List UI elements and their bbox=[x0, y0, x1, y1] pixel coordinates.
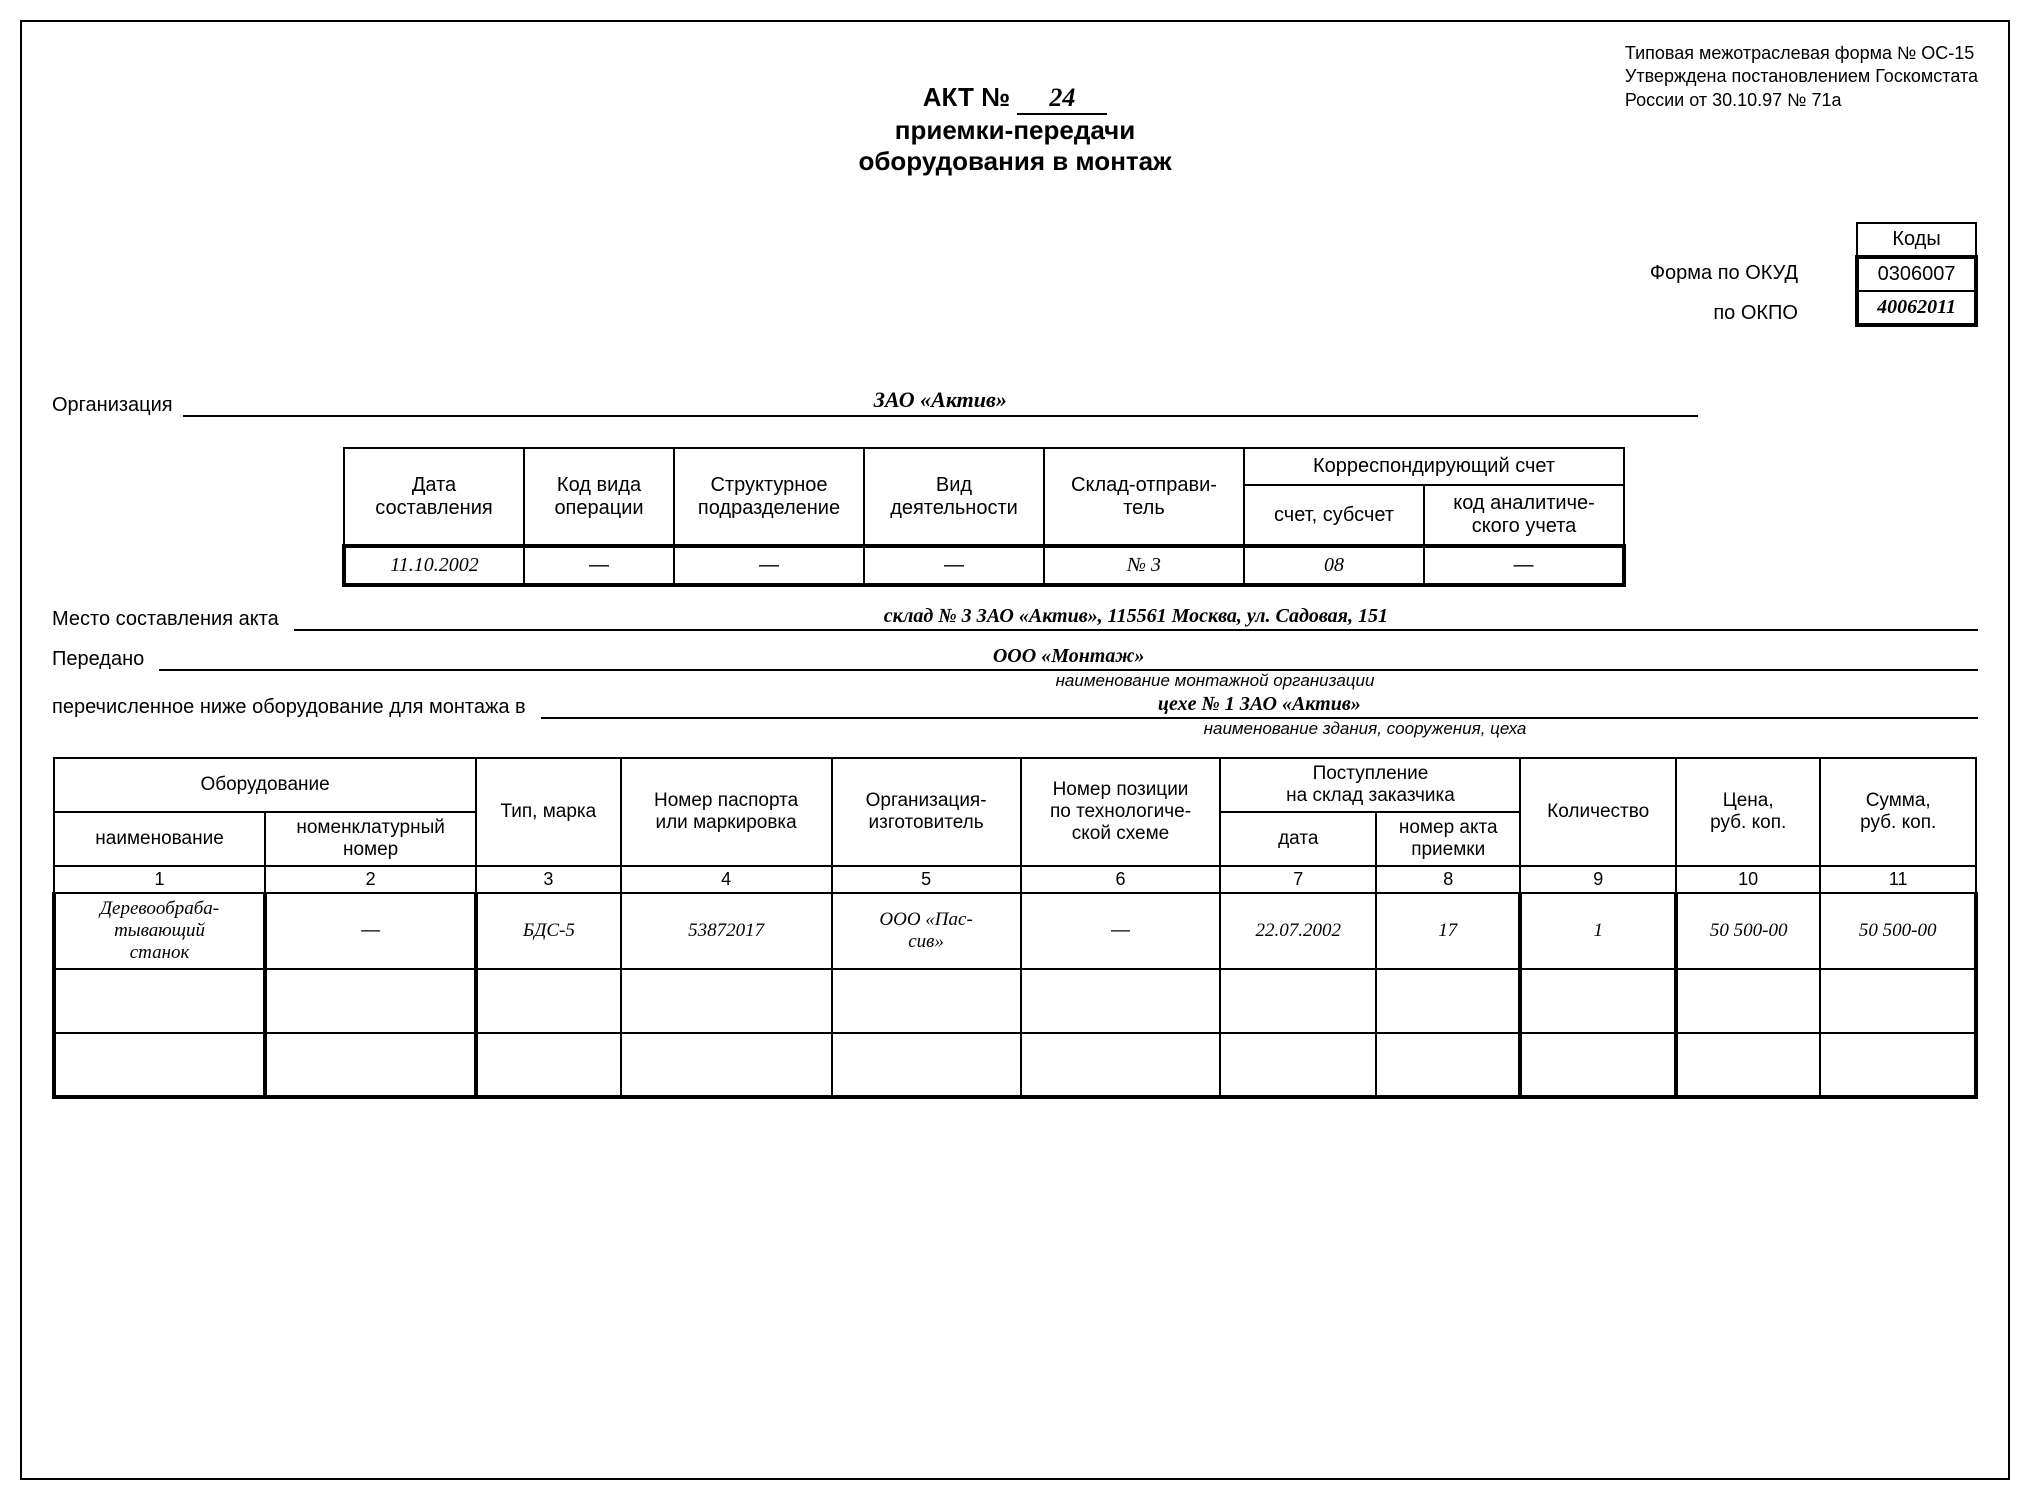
cell: БДС-5 bbox=[476, 893, 620, 969]
place-label: Место составления акта bbox=[52, 608, 279, 631]
cell bbox=[1676, 969, 1820, 1033]
val-warehouse: № 3 bbox=[1044, 546, 1244, 585]
val-struct: — bbox=[674, 546, 864, 585]
col-type: Тип, марка bbox=[476, 758, 620, 866]
cell: 17 bbox=[1376, 893, 1520, 969]
col-receipt: Поступлениена склад заказчика bbox=[1220, 758, 1520, 812]
note-line-1: Типовая межотраслевая форма № ОС-15 bbox=[1625, 42, 1978, 65]
cell bbox=[1376, 969, 1520, 1033]
val-date: 11.10.2002 bbox=[344, 546, 524, 585]
cell bbox=[54, 1033, 265, 1097]
header-info-table: Датасоставления Код видаоперации Структу… bbox=[342, 447, 1626, 587]
cell bbox=[1021, 969, 1221, 1033]
val-activity: — bbox=[864, 546, 1044, 585]
cell: 1 bbox=[1520, 893, 1676, 969]
form-reference-note: Типовая межотраслевая форма № ОС-15 Утве… bbox=[1625, 42, 1978, 112]
akt-number: 24 bbox=[1017, 83, 1107, 115]
transferred-label: Передано bbox=[52, 648, 144, 671]
cell bbox=[1220, 1033, 1376, 1097]
cell bbox=[1820, 969, 1976, 1033]
listed-value: цехе № 1 ЗАО «Актив» bbox=[541, 693, 1978, 719]
col-name: наименование bbox=[54, 812, 265, 866]
organization-value: ЗАО «Актив» bbox=[183, 387, 1698, 417]
col-price: Цена,руб. коп. bbox=[1676, 758, 1820, 866]
hdr-date: Датасоставления bbox=[344, 448, 524, 546]
table-row bbox=[54, 969, 1976, 1033]
cell bbox=[1220, 969, 1376, 1033]
listed-label: перечисленное ниже оборудование для монт… bbox=[52, 696, 526, 719]
col-nomnum: номенклатурныйномер bbox=[265, 812, 476, 866]
listed-line: перечисленное ниже оборудование для монт… bbox=[52, 693, 1978, 719]
equipment-table: Оборудование Тип, марка Номер паспортаил… bbox=[52, 757, 1978, 1099]
okud-label: Форма по ОКУД bbox=[1650, 262, 1798, 285]
hdr-opcode: Код видаоперации bbox=[524, 448, 674, 546]
table-row bbox=[54, 1033, 1976, 1097]
cell bbox=[1021, 1033, 1221, 1097]
col-techpos: Номер позициипо технологиче-ской схеме bbox=[1021, 758, 1221, 866]
val-account: 08 bbox=[1244, 546, 1424, 585]
cell: Деревообраба-тывающийстанок bbox=[54, 893, 265, 969]
akt-prefix: АКТ № bbox=[923, 82, 1010, 112]
cell bbox=[832, 969, 1021, 1033]
cell bbox=[1376, 1033, 1520, 1097]
table-row: Деревообраба-тывающийстанок — БДС-5 5387… bbox=[54, 893, 1976, 969]
cell bbox=[265, 1033, 476, 1097]
hdr-account: счет, субсчет bbox=[1244, 485, 1424, 546]
organization-label: Организация bbox=[52, 394, 173, 417]
listed-sub: наименование здания, сооружения, цеха bbox=[752, 719, 1978, 739]
codes-table: Коды 0306007 40062011 bbox=[1855, 222, 1978, 327]
cell bbox=[1520, 969, 1676, 1033]
val-analytic: — bbox=[1424, 546, 1624, 585]
cell: 50 500-00 bbox=[1676, 893, 1820, 969]
hdr-corr: Корреспондирующий счет bbox=[1244, 448, 1624, 485]
place-line: Место составления акта склад № 3 ЗАО «Ак… bbox=[52, 605, 1978, 631]
okpo-label: по ОКПО bbox=[1713, 302, 1798, 325]
cell bbox=[832, 1033, 1021, 1097]
title-line-3: оборудования в монтаж bbox=[52, 146, 1978, 177]
cell bbox=[54, 969, 265, 1033]
cell bbox=[476, 1033, 620, 1097]
transferred-value: ООО «Монтаж» bbox=[159, 645, 1978, 671]
hdr-warehouse: Склад-отправи-тель bbox=[1044, 448, 1244, 546]
transferred-sub: наименование монтажной организации bbox=[452, 671, 1978, 691]
cell bbox=[621, 1033, 832, 1097]
cell: — bbox=[265, 893, 476, 969]
col-qty: Количество bbox=[1520, 758, 1676, 866]
note-line-2: Утверждена постановлением Госкомстата bbox=[1625, 65, 1978, 88]
hdr-activity: Виддеятельности bbox=[864, 448, 1044, 546]
cell: — bbox=[1021, 893, 1221, 969]
column-numbers-row: 1 2 3 4 5 6 7 8 9 10 11 bbox=[54, 866, 1976, 893]
col-equipment: Оборудование bbox=[54, 758, 476, 812]
title-line-2: приемки-передачи bbox=[52, 115, 1978, 146]
val-opcode: — bbox=[524, 546, 674, 585]
cell bbox=[1676, 1033, 1820, 1097]
place-value: склад № 3 ЗАО «Актив», 115561 Москва, ул… bbox=[294, 605, 1978, 631]
col-actnum: номер актаприемки bbox=[1376, 812, 1520, 866]
hdr-analytic: код аналитиче-ского учета bbox=[1424, 485, 1624, 546]
okpo-code: 40062011 bbox=[1857, 291, 1976, 325]
organization-line: Организация ЗАО «Актив» bbox=[52, 387, 1978, 417]
codes-header: Коды bbox=[1857, 223, 1976, 257]
cell: 53872017 bbox=[621, 893, 832, 969]
transferred-line: Передано ООО «Монтаж» bbox=[52, 645, 1978, 671]
note-line-3: России от 30.10.97 № 71а bbox=[1625, 89, 1978, 112]
cell bbox=[265, 969, 476, 1033]
cell: 22.07.2002 bbox=[1220, 893, 1376, 969]
document-page: Типовая межотраслевая форма № ОС-15 Утве… bbox=[20, 20, 2010, 1480]
col-recdate: дата bbox=[1220, 812, 1376, 866]
col-mfr: Организация-изготовитель bbox=[832, 758, 1021, 866]
hdr-struct: Структурноеподразделение bbox=[674, 448, 864, 546]
cell: ООО «Пас-сив» bbox=[832, 893, 1021, 969]
col-sum: Сумма,руб. коп. bbox=[1820, 758, 1976, 866]
okud-code: 0306007 bbox=[1857, 257, 1976, 291]
cell bbox=[621, 969, 832, 1033]
cell: 50 500-00 bbox=[1820, 893, 1976, 969]
cell bbox=[1520, 1033, 1676, 1097]
col-passport: Номер паспортаили маркировка bbox=[621, 758, 832, 866]
cell bbox=[1820, 1033, 1976, 1097]
cell bbox=[476, 969, 620, 1033]
